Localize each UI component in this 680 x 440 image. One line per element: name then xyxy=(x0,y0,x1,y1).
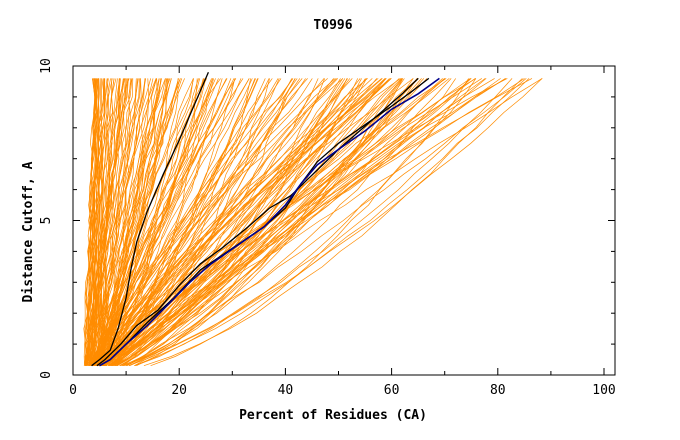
best-curve-line xyxy=(99,77,440,367)
fan-curve xyxy=(94,78,250,366)
fan-curve xyxy=(97,78,236,366)
fan-curve xyxy=(105,78,392,366)
fan-curve xyxy=(90,78,482,366)
fan-curve xyxy=(109,78,256,366)
fan-curve xyxy=(103,78,501,366)
fan-curve xyxy=(107,78,207,366)
fan-curve xyxy=(95,78,337,366)
highlight-curve xyxy=(96,77,419,367)
fan-curve xyxy=(99,78,109,366)
fan-curve xyxy=(116,78,471,366)
fan-curve xyxy=(88,78,382,366)
fan-curves xyxy=(83,78,543,367)
x-tick-label: 100 xyxy=(592,383,615,398)
fan-curve xyxy=(100,78,201,366)
fan-curve xyxy=(121,78,456,367)
y-axis-ticks: 0 5 10 xyxy=(39,58,615,379)
x-tick-label: 60 xyxy=(384,383,400,398)
x-tick-label: 80 xyxy=(490,383,506,398)
fan-curve xyxy=(94,78,344,366)
highlight-curve xyxy=(91,71,209,367)
fan-curve xyxy=(105,78,390,366)
fan-curve xyxy=(94,78,298,366)
fan-curve xyxy=(88,78,157,366)
fan-curve xyxy=(89,78,508,366)
fan-curve xyxy=(128,78,513,367)
fan-curve xyxy=(87,78,98,366)
fan-curve xyxy=(95,78,138,366)
fan-curve xyxy=(84,78,133,366)
fan-curve xyxy=(104,78,214,366)
fan-curve xyxy=(150,78,469,367)
fan-curve xyxy=(119,78,419,367)
fan-curve xyxy=(127,78,326,367)
fan-curve xyxy=(84,78,139,366)
best-curve xyxy=(99,77,440,367)
highlighted-curves xyxy=(91,71,430,367)
fan-curve xyxy=(104,78,150,366)
fan-curve xyxy=(92,78,250,366)
fan-curve xyxy=(134,78,530,367)
fan-curve xyxy=(98,78,101,366)
fan-curve xyxy=(112,78,214,366)
x-tick-label: 40 xyxy=(278,383,294,398)
fan-curve xyxy=(98,78,140,366)
fan-curve xyxy=(119,78,346,367)
fan-curve xyxy=(86,78,98,366)
fan-curve xyxy=(91,78,212,366)
fan-curve xyxy=(115,78,296,366)
fan-curve xyxy=(92,78,228,366)
fan-curve xyxy=(84,78,117,366)
x-tick-label: 20 xyxy=(171,383,187,398)
fan-curve xyxy=(112,78,348,366)
fan-curve xyxy=(85,78,125,366)
fan-curve xyxy=(86,78,98,366)
fan-curve xyxy=(103,78,172,366)
fan-curve xyxy=(109,78,341,366)
fan-curve xyxy=(96,78,146,366)
fan-curve xyxy=(113,78,351,366)
fan-curve xyxy=(90,78,130,366)
fan-curve xyxy=(120,78,362,366)
fan-curve xyxy=(110,78,266,366)
x-axis-ticks: 0 20 40 60 80 100 xyxy=(69,66,616,398)
fan-curve xyxy=(125,78,414,367)
fan-curve xyxy=(111,78,472,366)
fan-curve xyxy=(112,78,179,366)
y-tick-label: 10 xyxy=(39,58,54,74)
y-tick-label: 5 xyxy=(39,217,54,225)
fan-curve xyxy=(85,78,157,366)
fan-curve xyxy=(123,78,543,367)
fan-curve xyxy=(91,78,414,366)
y-tick-label: 0 xyxy=(39,371,54,379)
highlight-curve xyxy=(99,77,430,367)
fan-curve xyxy=(122,78,348,366)
fan-curve xyxy=(99,78,120,366)
fan-curve xyxy=(143,78,523,367)
x-tick-label: 0 xyxy=(69,383,77,398)
x-axis-title: Percent of Residues (CA) xyxy=(239,408,427,423)
fan-curve xyxy=(109,78,543,366)
fan-curve xyxy=(104,78,353,366)
fan-curve xyxy=(123,78,527,367)
fan-curve xyxy=(136,78,359,367)
fan-curve xyxy=(102,78,507,366)
fan-curve xyxy=(134,78,477,367)
y-axis-title: Distance Cutoff, A xyxy=(21,161,36,302)
fan-curve xyxy=(95,78,168,366)
fan-curve xyxy=(97,78,126,366)
chart-title: T0996 xyxy=(313,18,352,33)
fan-curve xyxy=(89,78,104,366)
fan-curve xyxy=(90,78,237,366)
